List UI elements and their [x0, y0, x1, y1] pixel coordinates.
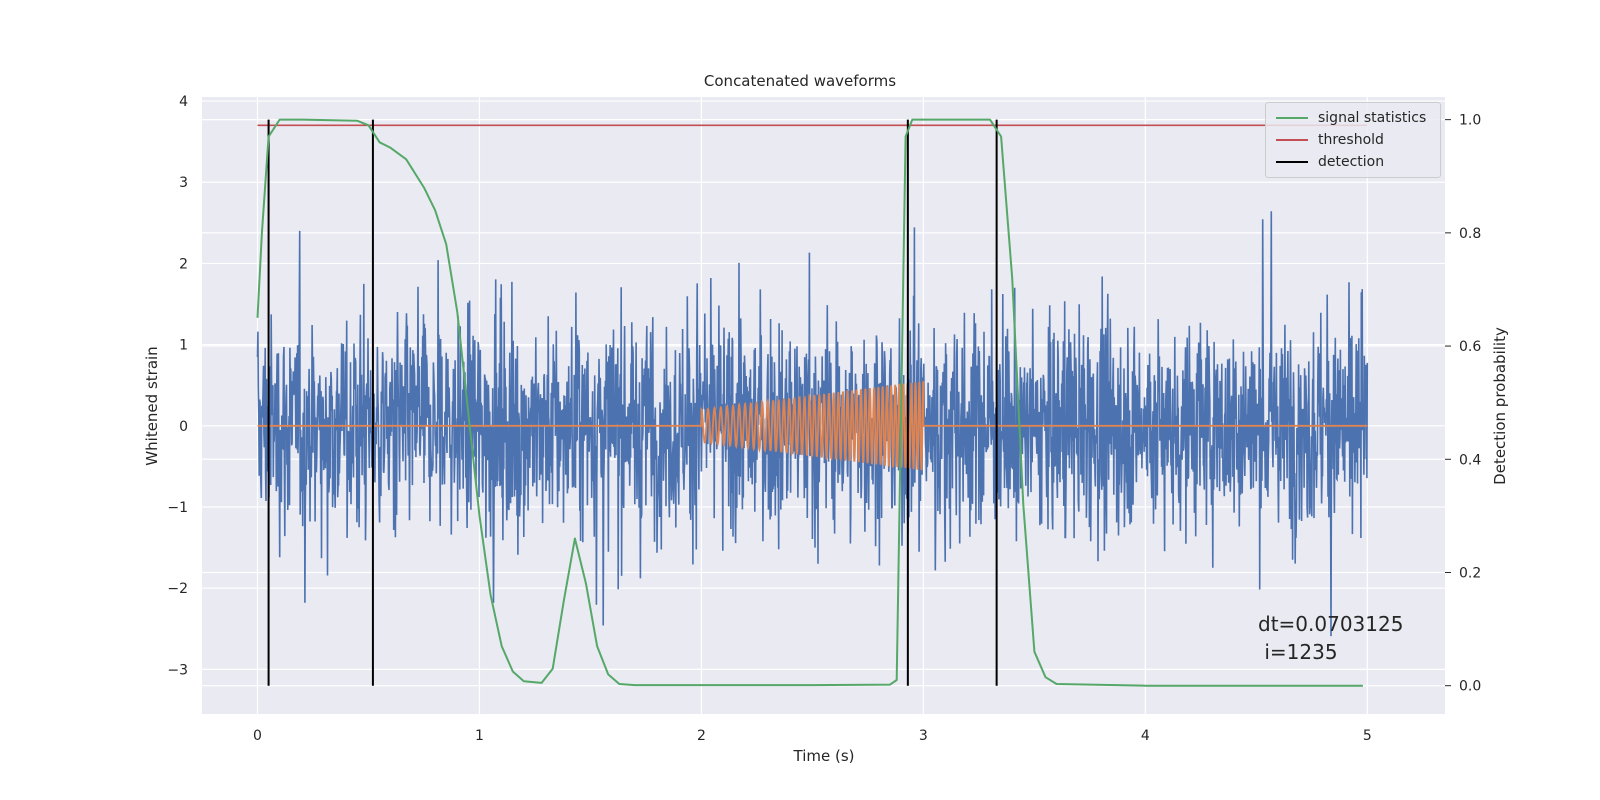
legend-item-threshold: threshold	[1276, 129, 1384, 151]
strain-line	[256, 211, 1369, 637]
chart-title: Concatenated waveforms	[703, 72, 897, 90]
y2-tick-label: 0.6	[1459, 339, 1481, 355]
y2-tick-label: 0.2	[1459, 565, 1481, 581]
x-tick-label: 3	[919, 728, 928, 744]
signal-statistics-line	[256, 118, 1363, 687]
y-tick-label: −2	[167, 581, 188, 597]
legend-label-detection: detection	[1318, 154, 1385, 170]
injection-series	[257, 381, 1368, 471]
strain-series	[256, 211, 1369, 637]
y-tick-label: −3	[167, 662, 188, 678]
y-tick-label: 0	[179, 419, 188, 435]
y-tick-label: 1	[179, 338, 188, 354]
injection-line	[257, 381, 1368, 471]
x-tick-label: 5	[1363, 728, 1372, 744]
y-tick-label: −1	[167, 500, 188, 516]
y-tick-label: 4	[179, 94, 188, 110]
legend-swatch-threshold	[1276, 139, 1308, 141]
legend-item-signal-statistics: signal statistics	[1276, 107, 1426, 129]
x-tick-label: 1	[475, 728, 484, 744]
x-tick-label: 0	[253, 728, 262, 744]
legend-label-signal-statistics: signal statistics	[1318, 110, 1427, 126]
y-tick-label: 3	[179, 175, 188, 191]
legend-swatch-signal-statistics	[1276, 117, 1308, 119]
x-tick-label: 2	[697, 728, 706, 744]
legend-item-detection: detection	[1276, 151, 1384, 173]
x-tick-label: 4	[1141, 728, 1150, 744]
x-axis-label: Time (s)	[793, 747, 855, 765]
probability-series	[256, 118, 1368, 687]
legend-swatch-detection	[1276, 161, 1308, 163]
y2-tick-label: 0.8	[1459, 226, 1481, 242]
legend: signal statistics threshold detection	[1265, 102, 1441, 178]
y2-axis-label: Detection probability	[1491, 327, 1509, 485]
annotation-text: dt=0.0703125 i=1235	[1258, 612, 1404, 664]
y2-tick-label: 1.0	[1459, 113, 1481, 129]
legend-label-threshold: threshold	[1318, 132, 1384, 148]
y-tick-label: 2	[179, 256, 188, 272]
y-axis-label: Whitened strain	[143, 346, 161, 466]
y2-tick-label: 0.4	[1459, 452, 1481, 468]
axes: 0 1 2 3 4 5 −3 −2 −1 0 1 2 3 4 0.0 0.2 0.4 0.6 0.8 1.0	[167, 94, 1481, 744]
y2-tick-label: 0.0	[1459, 679, 1481, 695]
